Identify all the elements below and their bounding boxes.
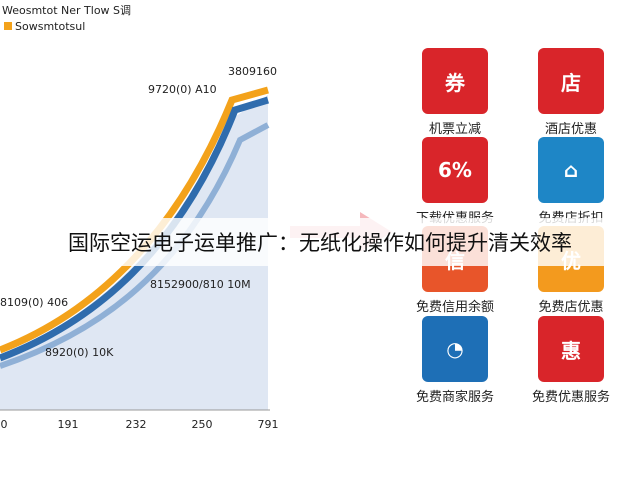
line-blue xyxy=(0,96,270,362)
app-label[interactable]: 免费商家服务 xyxy=(415,390,494,405)
app-label[interactable]: 免费优惠服务 xyxy=(531,390,610,405)
x-tick-label: 232 xyxy=(126,418,147,431)
legend-swatch xyxy=(4,22,12,30)
x-tick-label: 250 xyxy=(192,418,213,431)
app-label[interactable]: 机票立减 xyxy=(428,122,481,137)
app-icon[interactable]: 券 xyxy=(422,48,488,114)
x-tick-label: 0 xyxy=(1,418,8,431)
app-label[interactable]: 免费店优惠 xyxy=(538,300,604,315)
data-label: 9720(0) A10 xyxy=(148,83,217,96)
app-icon[interactable]: 惠 xyxy=(538,316,604,382)
app-label[interactable]: 酒店优惠 xyxy=(544,122,597,137)
legend-label: Sowsmtotsul xyxy=(15,20,85,33)
caption: 国际空运电子运单推广：无纸化操作如何提升清关效率 xyxy=(0,218,640,266)
app-icon[interactable]: 6% xyxy=(422,137,488,203)
app-icon[interactable]: ◔ xyxy=(422,316,488,382)
app-label[interactable]: 免费信用余额 xyxy=(415,300,494,315)
app-icon[interactable]: 店 xyxy=(538,48,604,114)
app-icon[interactable]: ⌂ xyxy=(538,137,604,203)
x-tick-label: 791 xyxy=(258,418,279,431)
data-label: 8920(0) 10K xyxy=(45,346,114,359)
data-label: 8109(0) 406 xyxy=(0,296,68,309)
x-tick-label: 191 xyxy=(58,418,79,431)
line-light xyxy=(0,122,270,369)
area xyxy=(0,95,268,410)
data-label: 3809160 xyxy=(228,65,277,78)
data-label: 8152900/810 10M xyxy=(150,278,251,291)
chart-title: Weosmtot Ner Tlow S调 xyxy=(2,4,131,17)
